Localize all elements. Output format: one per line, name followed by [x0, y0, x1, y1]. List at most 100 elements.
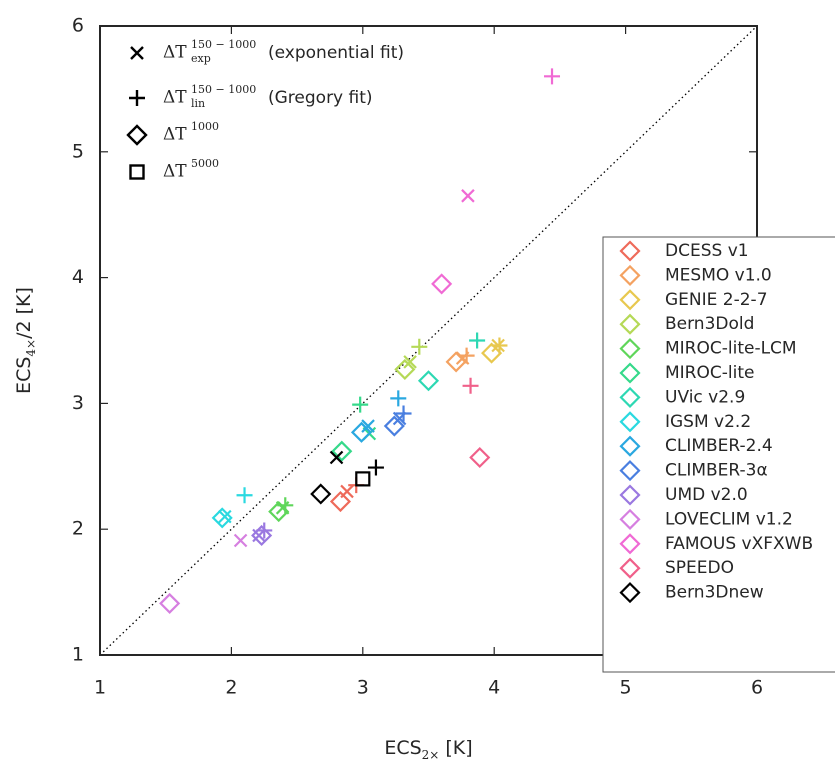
legend-math: ΔT: [163, 43, 187, 63]
x-tick-label: 2: [225, 677, 237, 699]
legend-label: FAMOUS vXFXWB: [665, 534, 813, 554]
x-tick-label: 5: [620, 677, 632, 699]
lin-marker: [544, 68, 561, 85]
lin-marker: [395, 405, 412, 422]
exp-marker: [403, 355, 417, 369]
lin-marker: [411, 338, 428, 355]
diamond-marker: [329, 490, 352, 513]
legend-label: SPEEDO: [665, 558, 734, 578]
ylabel-label: ECS4×/2 [K]: [13, 287, 38, 394]
lin-marker: [367, 459, 384, 476]
legend-math: ΔT: [163, 125, 187, 145]
legend-sup: 5000: [191, 157, 219, 170]
exp-marker: [461, 189, 475, 203]
legend-text: (Gregory fit): [268, 88, 373, 108]
ylabel-part: 4×: [24, 339, 38, 357]
y-tick-label: 5: [72, 140, 84, 162]
diamond-marker: [619, 264, 641, 286]
square-marker: [129, 164, 145, 180]
legend-math: ΔT: [163, 88, 187, 108]
xlabel-part: [K]: [439, 737, 472, 759]
lin-marker: [256, 522, 273, 539]
legend-label: CLIMBER-3α: [665, 461, 768, 481]
legend-sup: 1000: [191, 120, 219, 133]
xlabel-part: ECS: [384, 737, 421, 759]
x-tick-label: 4: [488, 677, 500, 699]
exp-marker: [361, 419, 375, 433]
legend-label: MIROC-lite-LCM: [665, 339, 797, 359]
lin-marker: [236, 487, 253, 504]
legend-sub: exp: [191, 52, 211, 65]
diamond-marker: [619, 435, 641, 457]
x-tick-label: 6: [751, 677, 763, 699]
legend-label: UVic v2.9: [665, 387, 745, 407]
exp-marker: [130, 46, 144, 60]
diamond-marker: [310, 483, 332, 505]
lin-marker: [129, 90, 145, 106]
y-tick-label: 4: [72, 266, 84, 288]
lin-marker: [469, 332, 486, 349]
diamond-marker: [350, 421, 373, 443]
diamond-marker: [383, 415, 405, 437]
exp-marker: [233, 533, 248, 548]
x-tick-label: 3: [357, 677, 369, 699]
diamond-marker: [469, 446, 491, 469]
legend-label: IGSM v2.2: [665, 412, 751, 432]
diamond-marker: [417, 370, 440, 392]
legend-label: CLIMBER-2.4: [665, 436, 773, 456]
diamond-marker: [619, 508, 641, 530]
legend-sup: 150 − 1000: [191, 38, 256, 51]
diamond-marker: [619, 582, 641, 604]
diamond-marker: [619, 240, 641, 262]
diamond-marker: [331, 440, 353, 462]
exp-marker: [340, 484, 354, 499]
xlabel-label: ECS2× [K]: [384, 737, 472, 762]
legend-label: MIROC-lite: [665, 363, 754, 383]
legend-label: UMD v2.0: [665, 485, 748, 505]
diamond-marker: [394, 358, 416, 380]
lin-marker: [462, 377, 479, 394]
diamond-marker: [619, 338, 641, 360]
square-marker: [355, 471, 371, 487]
ylabel-part: ECS: [13, 357, 35, 394]
y-tick-label: 2: [72, 518, 84, 540]
y-tick-label: 3: [72, 392, 84, 414]
lin-marker: [390, 390, 407, 407]
legend-label: DCESS v1: [665, 241, 749, 261]
diamond-marker: [619, 386, 641, 408]
diamond-marker: [619, 289, 641, 311]
legend-label: MESMO v1.0: [665, 265, 772, 285]
exp-marker: [218, 509, 232, 524]
legend-sup: 150 − 1000: [191, 83, 256, 96]
xlabel-part: 2×: [422, 748, 440, 762]
legend-sub: lin: [191, 97, 205, 110]
diamond-marker: [126, 124, 148, 146]
diamond-marker: [619, 533, 641, 555]
lin-marker: [458, 347, 475, 364]
diamond-marker: [619, 362, 641, 384]
diamond-marker: [619, 313, 641, 335]
legend-label: Bern3Dold: [665, 314, 754, 334]
x-tick-label: 1: [94, 677, 106, 699]
lin-marker: [277, 497, 294, 514]
legend-text: (exponential fit): [268, 43, 404, 63]
legend-label: LOVECLIM v1.2: [665, 509, 793, 529]
legend-label: GENIE 2-2-7: [665, 290, 768, 310]
exp-marker: [275, 501, 290, 515]
diamond-marker: [619, 411, 641, 433]
identity-line: [99, 25, 758, 656]
diamond-marker: [159, 592, 181, 614]
diamond-marker: [211, 507, 233, 529]
ylabel-part: /2 [K]: [13, 287, 35, 339]
diamond-marker: [431, 273, 453, 295]
legend-label: Bern3Dnew: [665, 583, 764, 603]
lin-marker: [491, 337, 508, 354]
exp-marker: [329, 450, 344, 465]
legend-math: ΔT: [163, 162, 187, 182]
diamond-marker: [619, 460, 641, 482]
y-tick-label: 6: [72, 15, 84, 37]
y-tick-label: 1: [72, 644, 84, 666]
lin-marker: [352, 396, 369, 413]
diamond-marker: [481, 342, 503, 364]
